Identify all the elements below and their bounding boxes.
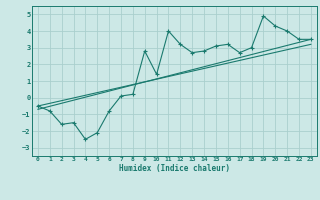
X-axis label: Humidex (Indice chaleur): Humidex (Indice chaleur) xyxy=(119,164,230,173)
